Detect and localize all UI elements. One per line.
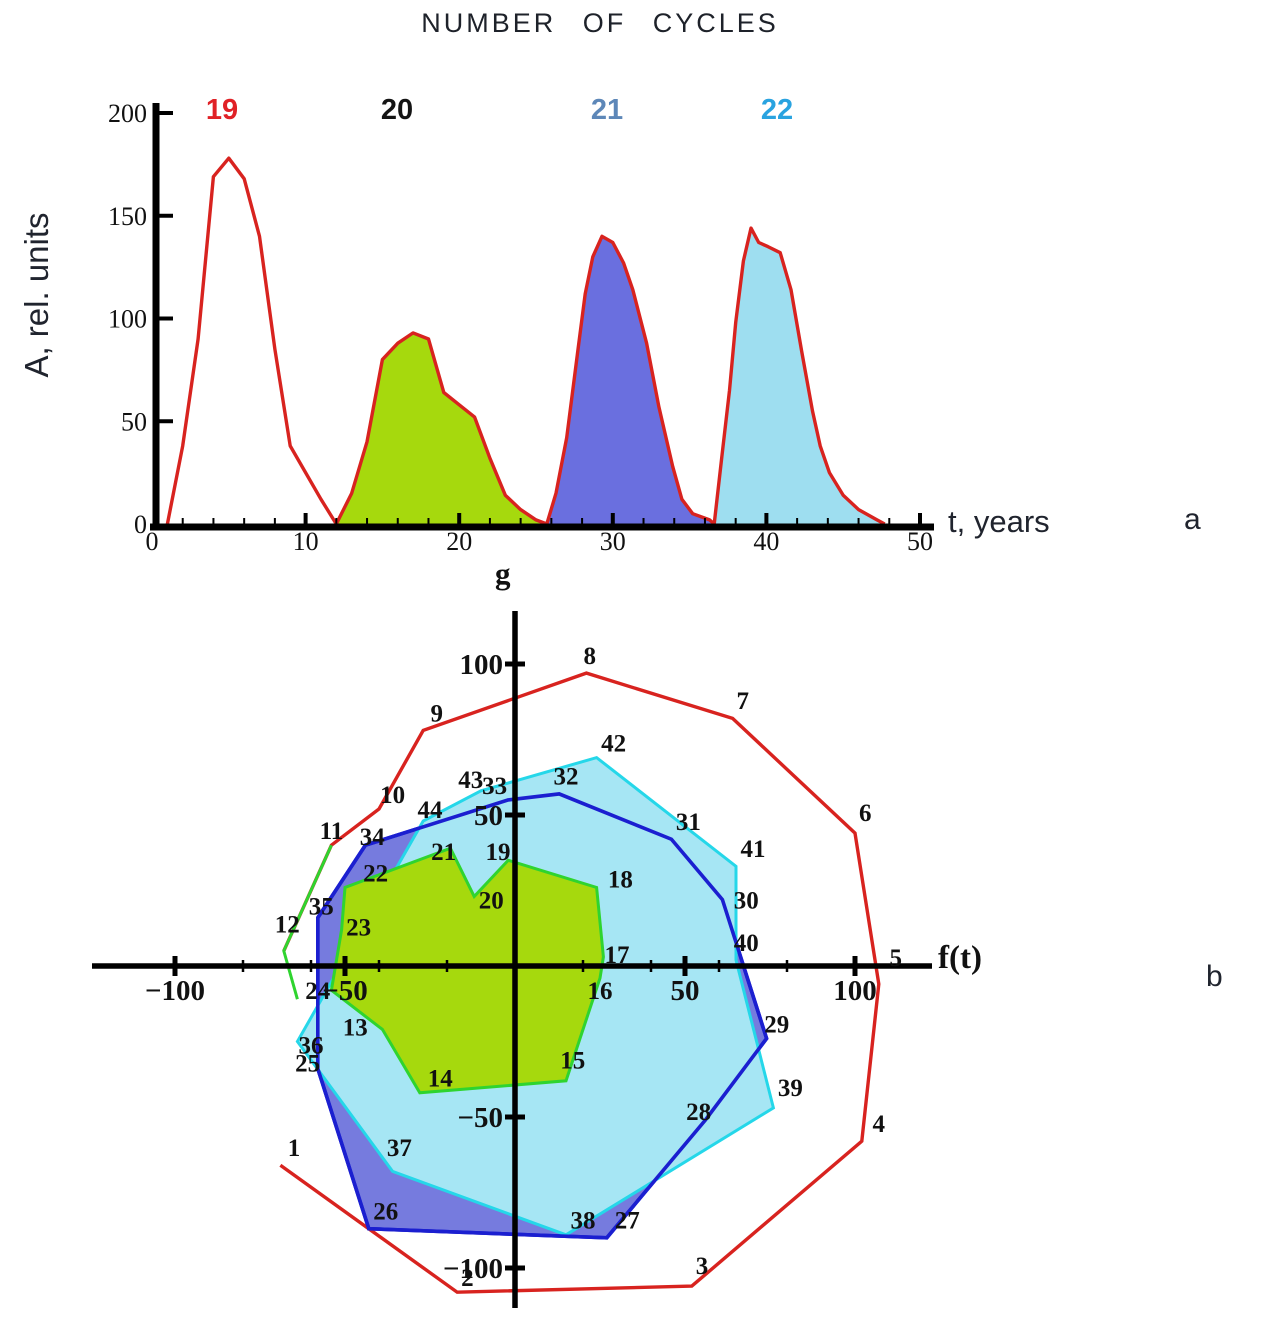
point-label-28: 28: [686, 1099, 711, 1126]
panel-b-y-tick-label: −100: [443, 1253, 503, 1285]
point-label-16: 16: [588, 978, 613, 1005]
point-label-38: 38: [571, 1208, 596, 1235]
point-label-12: 12: [275, 912, 300, 939]
panel-a-y-tick-label: 0: [134, 510, 147, 539]
point-label-11: 11: [320, 818, 344, 845]
point-label-26: 26: [373, 1199, 398, 1226]
point-label-36: 36: [299, 1033, 324, 1060]
point-label-42: 42: [601, 731, 626, 758]
point-label-1: 1: [288, 1135, 301, 1162]
panel-a-corner-label: a: [1184, 503, 1201, 536]
cycle-21-header: 21: [590, 94, 624, 126]
point-label-41: 41: [741, 836, 766, 863]
point-label-35: 35: [309, 894, 334, 921]
point-label-13: 13: [343, 1014, 368, 1041]
point-label-19: 19: [486, 839, 511, 866]
point-label-25: 25: [295, 1051, 320, 1078]
point-label-4: 4: [873, 1111, 886, 1138]
polygon-segment-11-12: [282, 844, 333, 1000]
point-label-14: 14: [428, 1066, 454, 1093]
panel-b-x-tick-label: 50: [671, 975, 700, 1007]
cycle-20-header: 20: [380, 94, 414, 126]
panel-a-y-tick-label: 150: [108, 202, 147, 231]
panel-a-y-tick-label: 200: [108, 99, 147, 128]
panel-b-x-axis-title: f(t): [938, 940, 982, 976]
point-label-24: 24: [305, 978, 331, 1005]
panel-a-areas: [336, 228, 885, 525]
panel-b-x-tick-label: −100: [145, 975, 205, 1007]
point-label-8: 8: [584, 643, 597, 670]
point-label-10: 10: [380, 782, 405, 809]
point-label-44: 44: [418, 797, 444, 824]
panel-a-axes: 0 50 100 150 200 0 10 20 30 40 50: [108, 99, 934, 556]
panel-b-y-tick-label: −50: [457, 1102, 503, 1134]
point-label-39: 39: [778, 1075, 803, 1102]
panel-a-y-tick-label: 100: [108, 305, 147, 334]
point-label-37: 37: [387, 1135, 412, 1162]
panel-a-y-tick-label: 50: [121, 407, 147, 436]
point-label-34: 34: [360, 824, 386, 851]
panel-a-x-tick-label: 10: [293, 527, 319, 556]
cycle-22-header: 22: [760, 94, 794, 126]
panel-a-x-axis-title: t, years: [948, 504, 1050, 539]
point-label-2: 2: [461, 1265, 474, 1292]
point-label-18: 18: [608, 866, 633, 893]
panel-b-x-tick-label: −50: [322, 975, 368, 1007]
panel-a-x-tick-label: 50: [907, 527, 933, 556]
point-label-30: 30: [734, 888, 759, 915]
point-label-3: 3: [696, 1253, 709, 1280]
point-label-7: 7: [737, 688, 750, 715]
panel-a-x-tick-label: 20: [446, 527, 472, 556]
panel-b-x-tick-label: 100: [833, 975, 877, 1007]
panel-a: 0 50 100 150 200 0 10 20 30 40 50: [108, 99, 934, 556]
panel-b-axes: −100 −50 50 100 −100 −50 50 100: [92, 611, 932, 1308]
point-label-17: 17: [605, 942, 630, 969]
point-label-9: 9: [431, 700, 444, 727]
area-cycle-21: [546, 236, 715, 525]
cycle-19-header: 19: [205, 94, 239, 126]
point-label-15: 15: [560, 1048, 585, 1075]
point-label-40: 40: [734, 930, 759, 957]
point-label-20: 20: [479, 888, 504, 915]
point-label-32: 32: [554, 764, 579, 791]
outline-cycle-21: [315, 792, 769, 1240]
point-label-21: 21: [431, 839, 456, 866]
panel-a-x-tick-label: 30: [600, 527, 626, 556]
area-cycle-22: [714, 228, 885, 524]
point-label-33: 33: [482, 773, 507, 800]
point-label-43: 43: [458, 767, 483, 794]
panel-b-y-tick-label: 50: [474, 800, 503, 832]
area-cycle-20: [336, 332, 547, 524]
point-label-31: 31: [676, 809, 701, 836]
amplitude-curve: [165, 156, 886, 526]
point-label-27: 27: [615, 1208, 640, 1235]
panel-a-x-tick-label: 0: [146, 527, 159, 556]
panel-b-corner-label: b: [1206, 960, 1223, 993]
point-label-22: 22: [363, 860, 388, 887]
point-label-6: 6: [859, 800, 872, 827]
panel-b-polygons: [279, 671, 881, 1294]
point-label-23: 23: [346, 915, 371, 942]
figure-title: NUMBER OF CYCLES: [421, 8, 779, 38]
panel-b-y-axis-title: g: [495, 556, 511, 591]
polygon-cycle-19: [279, 671, 881, 1294]
panel-b-y-tick-label: 100: [460, 649, 504, 681]
point-label-5: 5: [890, 945, 903, 972]
panel-a-x-tick-label: 40: [753, 527, 779, 556]
point-label-29: 29: [764, 1011, 789, 1038]
polygon-cycle-20: [329, 846, 605, 1095]
